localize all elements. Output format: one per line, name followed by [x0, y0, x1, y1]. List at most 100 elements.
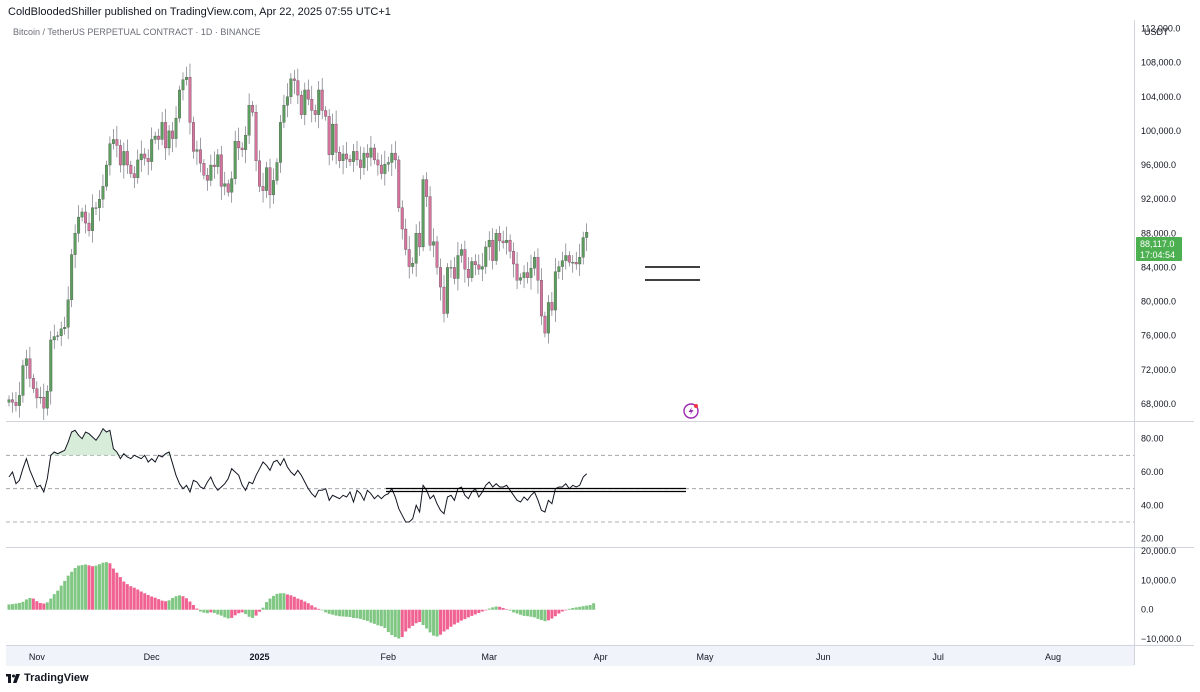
candle: [435, 236, 439, 275]
histogram-bar: [390, 609, 394, 636]
candle: [73, 224, 77, 269]
candle: [94, 201, 98, 216]
candle-body: [230, 178, 234, 193]
candle: [519, 273, 523, 285]
candle-body: [536, 257, 540, 281]
time-axis[interactable]: [6, 646, 1134, 666]
histogram-bar: [546, 609, 550, 621]
rsi-tick-label: 80.00: [1141, 434, 1164, 444]
candle: [56, 331, 60, 341]
candle-body: [522, 272, 526, 278]
candle-body: [449, 267, 453, 269]
candle: [42, 383, 46, 421]
histogram-bar: [265, 602, 269, 610]
candle: [428, 186, 432, 252]
candle: [473, 254, 477, 276]
candle-body: [519, 277, 523, 281]
rsi-channel-drawing[interactable]: [386, 487, 686, 493]
candle: [49, 331, 53, 405]
candle: [178, 85, 181, 123]
candle-body: [244, 135, 248, 150]
candle-body: [87, 222, 91, 231]
histogram-bar: [452, 609, 456, 625]
price-axis[interactable]: 112,000.0 108,000.0 104,000.0 100,000.0 96,0…: [1141, 24, 1181, 645]
candle-body: [185, 77, 188, 80]
lightning-icon[interactable]: [683, 403, 699, 419]
candle: [244, 126, 248, 164]
candle: [21, 359, 25, 403]
histogram-bar: [21, 601, 25, 610]
candle: [327, 109, 331, 166]
candle: [501, 230, 505, 249]
candle: [355, 140, 359, 166]
histogram-bar: [487, 608, 491, 610]
candle: [87, 212, 91, 237]
candle: [212, 151, 216, 179]
candle-body: [94, 207, 98, 209]
candle-body: [63, 326, 67, 330]
candle: [265, 161, 268, 198]
histogram-bar: [237, 609, 241, 614]
candle-body: [122, 151, 126, 166]
candle: [164, 108, 168, 160]
histogram-bar: [386, 609, 390, 633]
candle-body: [35, 388, 39, 399]
candle: [459, 243, 463, 263]
histogram-bar: [212, 609, 216, 613]
histogram-bar: [251, 609, 255, 618]
candle: [466, 257, 470, 287]
candle: [66, 286, 70, 340]
candle-body: [91, 207, 94, 231]
candle-body: [432, 241, 436, 246]
histogram-bar: [174, 596, 178, 610]
candle: [136, 149, 140, 184]
histogram-tick-label: 20,000.0: [1141, 546, 1176, 556]
candle: [104, 160, 108, 191]
histogram-bar: [157, 599, 161, 610]
candle-body: [557, 266, 561, 272]
histogram-bar: [352, 609, 356, 618]
candle: [7, 395, 11, 407]
candle-body: [303, 89, 307, 115]
candle-body: [66, 299, 70, 328]
symbol-title: Bitcoin / TetherUS PERPETUAL CONTRACT · …: [13, 27, 261, 37]
candle: [439, 258, 442, 301]
histogram-bar: [578, 606, 582, 610]
histogram-bar: [425, 609, 429, 629]
price-tick-label: 100,000.0: [1141, 126, 1181, 136]
candle-body: [115, 139, 119, 146]
histogram-bar: [428, 609, 432, 633]
candle-body: [352, 151, 355, 162]
range-box-drawing[interactable]: [645, 266, 700, 281]
candle-body: [73, 233, 77, 255]
histogram-bar: [278, 593, 282, 610]
histogram-bar: [532, 609, 536, 618]
candle-body: [299, 94, 303, 115]
price-tick-label: 108,000.0: [1141, 58, 1181, 68]
candle-body: [539, 280, 543, 317]
tradingview-logo-icon: [6, 673, 20, 683]
histogram-bar: [379, 609, 383, 627]
candle: [80, 207, 84, 222]
time-tick-label: 2025: [250, 652, 270, 662]
candle: [118, 139, 122, 173]
histogram-bar: [244, 609, 248, 615]
price-tick-label: 80,000.0: [1141, 297, 1176, 307]
candle: [108, 136, 112, 176]
candle: [146, 149, 150, 176]
candle-body: [581, 237, 585, 258]
candle-body: [310, 99, 314, 111]
candle-body: [129, 164, 133, 174]
rsi-levels: [6, 454, 1134, 523]
histogram-bar: [338, 609, 342, 617]
histogram-bar: [564, 609, 568, 611]
candle-body: [125, 151, 129, 166]
histogram-bar: [31, 598, 35, 610]
histogram-bar: [456, 609, 460, 623]
histogram-bar: [567, 608, 571, 610]
time-tick-label: Mar: [481, 652, 497, 662]
histogram-bar: [153, 597, 157, 610]
candle: [526, 262, 529, 284]
candle: [418, 221, 422, 256]
